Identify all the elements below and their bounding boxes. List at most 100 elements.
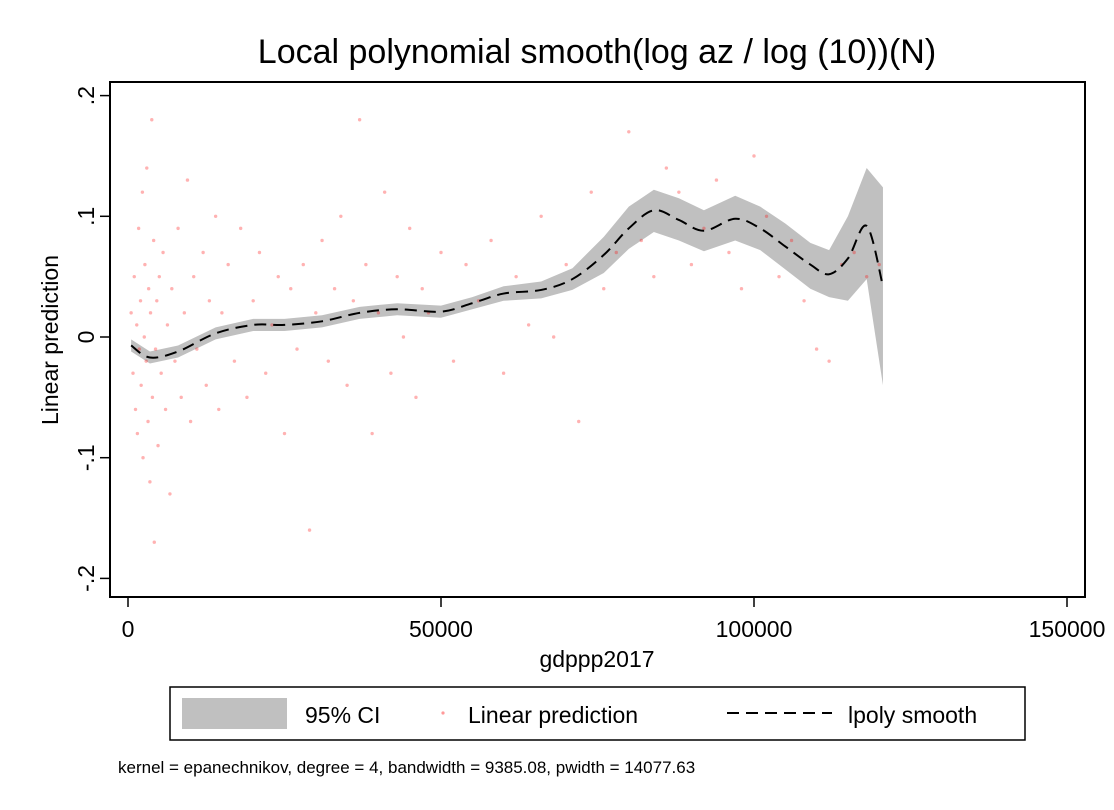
y-axis-label: Linear prediction <box>37 255 63 425</box>
scatter-point <box>539 214 543 218</box>
scatter-point <box>163 407 168 412</box>
legend-scatter-marker <box>441 711 445 715</box>
scatter-point <box>142 335 146 339</box>
scatter-point <box>213 214 218 218</box>
scatter-point <box>814 347 819 351</box>
scatter-point <box>138 299 143 303</box>
scatter-point <box>414 395 418 400</box>
scatter-point <box>301 262 305 267</box>
scatter-point <box>451 359 456 363</box>
scatter-point <box>135 431 140 436</box>
y-tick-label: -.2 <box>73 565 99 592</box>
scatter-point <box>577 419 581 424</box>
scatter-point <box>195 347 199 351</box>
scatter-point <box>185 178 190 182</box>
scatter-point <box>739 287 744 291</box>
scatter-point <box>364 262 368 267</box>
scatter-point <box>408 226 412 231</box>
scatter-point <box>146 419 150 424</box>
scatter-point <box>201 250 205 255</box>
scatter-point <box>602 287 606 291</box>
scatter-point <box>129 311 133 315</box>
scatter-point <box>145 166 149 170</box>
scatter-point <box>270 323 274 327</box>
scatter-point <box>627 130 631 134</box>
scatter-point <box>141 456 145 460</box>
scatter-point <box>264 371 268 375</box>
scatter-point <box>307 528 312 532</box>
scatter-point <box>339 214 343 218</box>
scatter-point <box>314 311 318 315</box>
scatter-point <box>282 431 287 436</box>
scatter-point <box>439 250 443 255</box>
scatter-point <box>752 154 756 158</box>
y-tick-label: .1 <box>73 207 99 226</box>
scatter-point <box>864 274 869 279</box>
scatter-point <box>332 287 337 291</box>
scatter-point <box>376 311 381 315</box>
ci-band-layer <box>131 168 883 386</box>
scatter-point <box>614 250 618 255</box>
scatter-point <box>395 274 399 279</box>
scatter-point <box>204 383 208 387</box>
scatter-point <box>150 395 155 400</box>
scatter-point <box>157 274 161 279</box>
scatter-point <box>551 335 556 339</box>
scatter-point <box>217 407 221 412</box>
x-tick-label: 50000 <box>409 616 473 642</box>
scatter-point <box>514 274 518 279</box>
legend: 95% CI Linear prediction lpoly smooth <box>169 686 1026 741</box>
legend-ci-label: 95% CI <box>305 702 380 728</box>
chart-note: kernel = epanechnikov, degree = 4, bandw… <box>118 758 695 777</box>
scatter-point <box>802 299 806 303</box>
chart-title: Local polynomial smooth(log az / log (10… <box>258 33 936 71</box>
scatter-point <box>370 431 374 436</box>
scatter-point <box>320 238 324 243</box>
scatter-point <box>589 190 593 194</box>
scatter-point <box>289 287 293 291</box>
scatter-point <box>345 383 349 387</box>
scatter-point <box>146 287 151 291</box>
scatter-point <box>489 238 493 243</box>
scatter-point <box>326 359 331 363</box>
scatter-point <box>143 262 147 267</box>
scatter-point <box>251 299 255 303</box>
smooth-line <box>130 209 884 359</box>
scatter-point <box>152 540 156 544</box>
scatter-point <box>192 274 196 279</box>
scatter-point <box>132 274 136 279</box>
scatter-point <box>165 323 170 327</box>
scatter-point <box>220 311 224 315</box>
scatter-point <box>238 226 243 231</box>
scatter-point <box>276 274 280 279</box>
x-tick-label: 100000 <box>716 616 793 642</box>
legend-box <box>169 686 1026 741</box>
scatter-point <box>136 226 141 231</box>
plot-frame <box>109 81 1086 598</box>
scatter-point <box>877 262 881 267</box>
scatter-point <box>137 347 141 351</box>
scatter-point <box>131 371 135 375</box>
y-tick-label: 0 <box>73 331 99 344</box>
y-tick-label: -.1 <box>73 444 99 471</box>
scatter-point <box>135 323 139 327</box>
scatter-point <box>150 118 154 122</box>
scatter-point <box>389 371 393 375</box>
scatter-point <box>155 299 159 303</box>
scatter-point <box>140 190 145 194</box>
scatter-point <box>133 407 138 412</box>
y-tick-label: .2 <box>73 86 99 105</box>
scatter-point <box>382 190 387 194</box>
scatter-point <box>764 214 769 218</box>
axes: 0 50000 100000 150000 .2 .1 0 -.1 -.2 <box>73 86 1105 642</box>
scatter-point <box>170 287 174 291</box>
x-tick-label: 150000 <box>1029 616 1106 642</box>
scatter-point <box>689 262 694 267</box>
scatter-point <box>501 371 506 375</box>
scatter-point <box>245 395 249 400</box>
scatter-point <box>564 262 568 267</box>
scatter-point <box>727 250 731 255</box>
x-tick-label: 0 <box>122 616 135 642</box>
scatter-point <box>420 287 424 291</box>
